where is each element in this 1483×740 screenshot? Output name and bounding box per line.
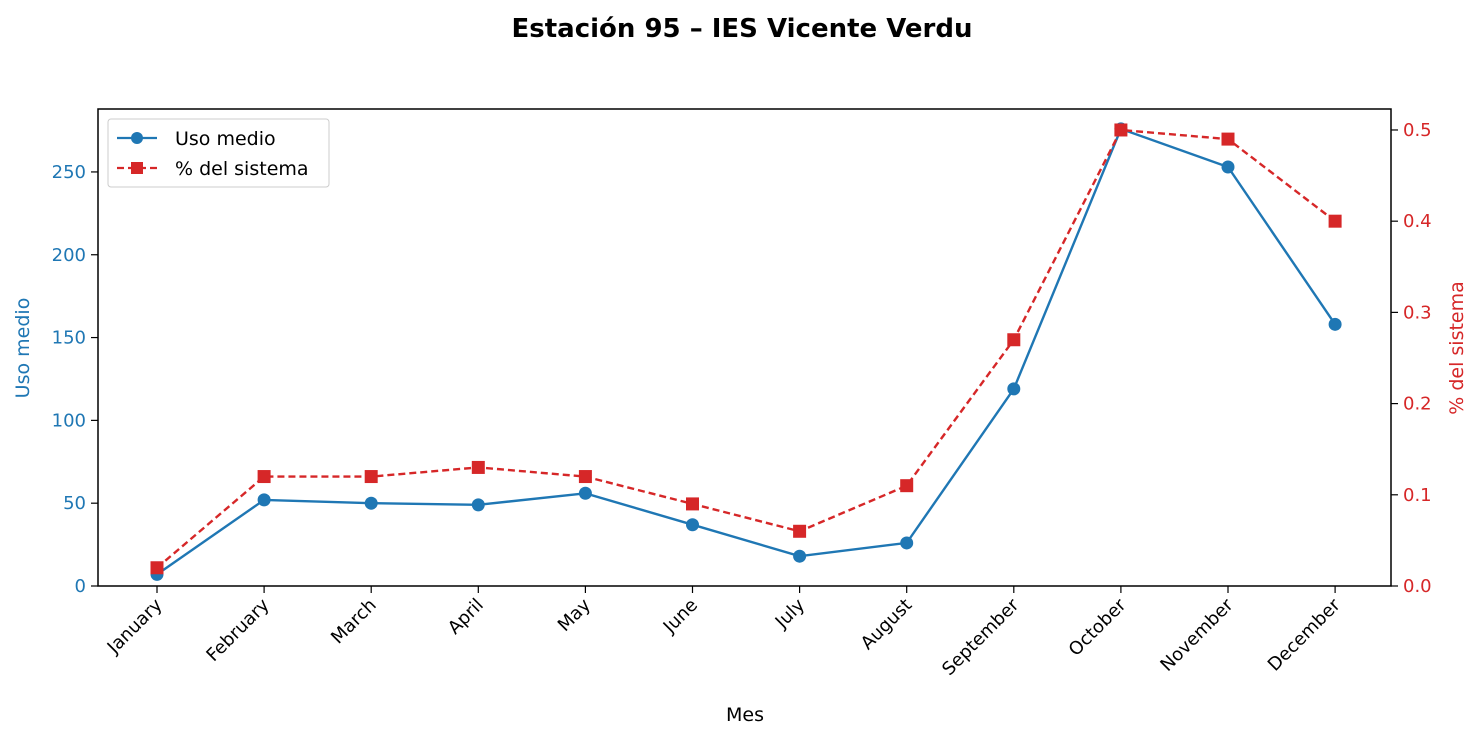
data-point-uso-medio-may [578, 486, 592, 500]
data-point-del-sistema-june [686, 497, 699, 511]
series-line-del-sistema [156, 128, 1336, 569]
series-line-uso-medio [156, 127, 1337, 576]
x-axis-title: Mes [726, 704, 764, 726]
data-point-uso-medio-april [471, 498, 485, 512]
data-point-del-sistema-january [150, 561, 164, 575]
data-point-del-sistema-september [1007, 333, 1021, 347]
y-axis-right: 0.0 0.1 0.2 0.3 0.4 0.5 [1391, 120, 1432, 597]
data-point-uso-medio-july [793, 549, 807, 563]
y-right-tick-label-0-1: 0.1 [1403, 485, 1432, 506]
data-point-del-sistema-july [793, 524, 807, 538]
data-point-uso-medio-february [257, 493, 271, 507]
x-tick-label-may: May [554, 594, 595, 635]
y-axis-left: 0 50 100 150 200 250 [52, 162, 98, 597]
chart-title: Estación 95 – IES Vicente Verdu [512, 14, 973, 44]
x-tick-label-december: December [1264, 594, 1345, 675]
legend-label-uso-medio: Uso medio [175, 128, 276, 150]
data-point-uso-medio-march [364, 496, 378, 510]
legend-marker-sistema [131, 162, 143, 174]
data-point-uso-medio-november [1221, 160, 1235, 174]
x-tick-label-july: July [771, 594, 810, 633]
x-tick-label-november: November [1156, 594, 1237, 675]
x-tick-label-march: March [327, 595, 381, 649]
data-point-del-sistema-february [257, 470, 271, 484]
data-point-uso-medio-august [900, 536, 914, 550]
data-point-del-sistema-may [578, 470, 592, 484]
data-point-del-sistema-march [364, 470, 378, 484]
data-point-del-sistema-august [900, 479, 914, 493]
y-right-tick-label-0-0: 0.0 [1403, 576, 1432, 597]
x-tick-label-january: January [103, 594, 167, 658]
y-left-tick-label-100: 100 [52, 410, 86, 431]
x-tick-label-february: February [202, 594, 273, 665]
y-left-tick-label-0: 0 [75, 576, 86, 597]
legend-marker-uso-medio [131, 132, 143, 144]
legend: Uso medio % del sistema [107, 118, 330, 188]
y-axis-right-title: % del sistema [1446, 281, 1468, 415]
y-axis-left-title: Uso medio [12, 298, 34, 399]
x-tick-label-august: August [857, 595, 916, 654]
legend-box [107, 118, 330, 188]
y-left-tick-label-150: 150 [52, 328, 86, 349]
x-axis: January February March April May June July Augu… [103, 586, 1345, 680]
data-point-del-sistema-november [1221, 132, 1235, 146]
y-left-tick-label-200: 200 [52, 245, 86, 266]
data-point-del-sistema-october [1114, 123, 1128, 137]
data-point-del-sistema-april [471, 460, 485, 474]
data-point-uso-medio-september [1007, 382, 1021, 396]
y-right-tick-label-0-4: 0.4 [1403, 211, 1432, 232]
y-left-tick-label-50: 50 [63, 493, 86, 514]
x-tick-label-april: April [444, 595, 488, 639]
x-tick-label-october: October [1065, 594, 1131, 660]
plot-content [150, 122, 1342, 581]
x-tick-label-june: June [659, 595, 702, 638]
data-point-uso-medio-december [1328, 317, 1342, 331]
y-right-tick-label-0-2: 0.2 [1403, 394, 1432, 415]
plot-frame [97, 108, 1392, 587]
data-point-uso-medio-june [686, 518, 699, 532]
legend-label-sistema: % del sistema [175, 158, 309, 180]
data-point-del-sistema-december [1328, 214, 1342, 228]
y-right-tick-label-0-3: 0.3 [1403, 302, 1432, 323]
y-left-tick-label-250: 250 [52, 162, 86, 183]
x-tick-label-september: September [938, 594, 1024, 680]
y-right-tick-label-0-5: 0.5 [1403, 120, 1432, 141]
